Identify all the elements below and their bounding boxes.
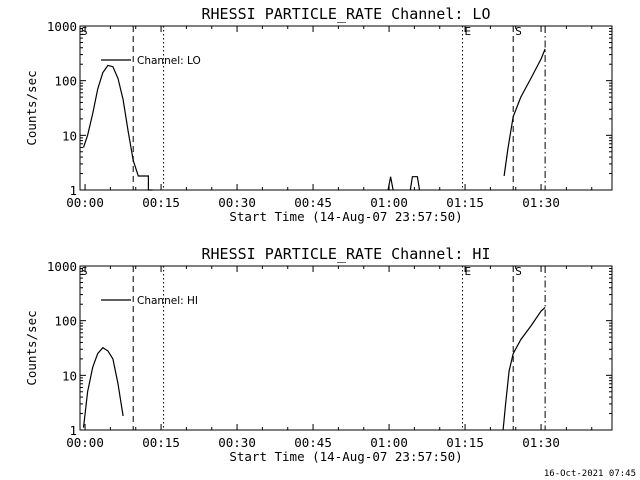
y-tick-label: 100 [54, 314, 77, 329]
y-tick-label: 1000 [47, 259, 77, 274]
x-axis-label: Start Time (14-Aug-07 23:57:50) [229, 209, 462, 224]
segment-start-label: S [81, 25, 88, 38]
y-tick-label: 100 [54, 74, 77, 89]
y-axis-label: Counts/sec [24, 70, 39, 145]
x-tick-label: 00:30 [218, 195, 256, 210]
x-tick-label: 01:30 [522, 435, 560, 450]
marker-label: E [465, 25, 472, 38]
chart-title: RHESSI PARTICLE_RATE Channel: LO [202, 5, 491, 23]
segment-start-label: S [81, 265, 88, 278]
legend-label: Channel: HI [137, 295, 198, 307]
x-tick-label: 00:15 [142, 195, 180, 210]
marker-label: E [465, 265, 472, 278]
y-tick-label: 10 [62, 368, 77, 383]
x-tick-label: 01:30 [522, 195, 560, 210]
y-tick-label: 1000 [47, 19, 77, 34]
series-line [502, 306, 546, 431]
x-tick-label: 00:00 [66, 435, 104, 450]
marker-label: S [515, 25, 522, 38]
series-line [409, 176, 421, 191]
x-axis-label: Start Time (14-Aug-07 23:57:50) [229, 449, 462, 464]
y-tick-label: 1 [69, 183, 77, 198]
series-line [82, 64, 153, 191]
x-tick-label: 00:30 [218, 435, 256, 450]
x-tick-label: 01:15 [446, 435, 484, 450]
y-tick-label: 1 [69, 423, 77, 438]
x-tick-label: 01:00 [370, 435, 408, 450]
x-tick-label: 01:00 [370, 195, 408, 210]
y-axis-label: Counts/sec [24, 310, 39, 385]
x-tick-label: 00:00 [66, 195, 104, 210]
series-line [387, 176, 394, 191]
series-line [503, 48, 546, 177]
x-tick-label: 00:45 [294, 195, 332, 210]
generated-timestamp: 16-Oct-2021 07:45 [544, 469, 636, 479]
plot-frame [79, 265, 613, 431]
legend-label: Channel: LO [137, 55, 201, 67]
series-line [82, 346, 124, 428]
y-tick-label: 10 [62, 128, 77, 143]
x-tick-label: 00:45 [294, 435, 332, 450]
x-tick-label: 01:15 [446, 195, 484, 210]
chart-title: RHESSI PARTICLE_RATE Channel: HI [202, 245, 491, 263]
x-tick-label: 00:15 [142, 435, 180, 450]
plot-frame [79, 25, 613, 191]
marker-label: S [515, 265, 522, 278]
